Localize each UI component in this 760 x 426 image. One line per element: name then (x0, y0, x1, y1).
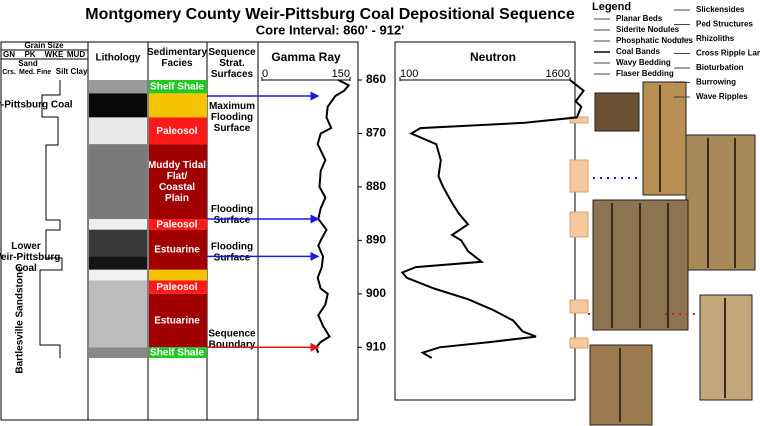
facies-block (149, 229, 207, 270)
label: Maximum Flooding Surface (209, 101, 255, 134)
header: GN (3, 50, 15, 59)
header: MUD (67, 50, 85, 59)
log-title: Gamma Ray (271, 50, 341, 64)
label: Paleosol (156, 219, 197, 230)
label: Estuarine (154, 244, 200, 255)
legend-item: Rhizoliths (696, 34, 735, 43)
label: Sequence Boundary (208, 328, 256, 350)
legend-item: Slickensides (696, 5, 745, 14)
lithology-bed (89, 280, 147, 348)
facies-block (149, 219, 207, 230)
facies-block (149, 280, 207, 294)
core-photos (589, 81, 756, 426)
lithology-bed (89, 80, 147, 94)
lithology-bed (89, 269, 147, 281)
legend-item: Ped Structures (696, 20, 753, 29)
depth-label: 900 (366, 286, 386, 300)
legend-item: Phosphatic Nodules (616, 36, 693, 45)
log-title: Neutron (470, 50, 516, 64)
facies-block (149, 269, 207, 281)
label: Muddy Tidal Flat/Coastal Plain (148, 160, 206, 204)
header: Clay (71, 67, 88, 76)
log-tick-label: 0 (262, 68, 268, 80)
lithology-bed (89, 144, 147, 219)
log-curve (314, 79, 351, 354)
legend-item: Bioturbation (696, 63, 744, 72)
log-tick-label: 1600 (546, 68, 570, 80)
facies-block (149, 80, 207, 94)
depth-label: 860 (366, 72, 386, 86)
legend-item: Burrowing (696, 78, 736, 87)
legend-item: Wavy Bedding (616, 58, 671, 67)
legend-item: Flaser Bedding (616, 69, 674, 78)
label: Flooding Surface (211, 241, 253, 263)
depth-label: 910 (366, 339, 386, 353)
core-links (588, 177, 700, 315)
header: WKE (45, 50, 64, 59)
label: Paleosol (156, 125, 197, 136)
header: Fine (37, 69, 51, 76)
header: Sand (18, 59, 38, 68)
lithology-bed (89, 256, 147, 270)
log-curve (400, 79, 585, 359)
sample-boxes (569, 116, 589, 349)
depth-label: 890 (366, 233, 386, 247)
lithology-bed (89, 93, 147, 118)
subtitle: Core Interval: 860' - 912' (256, 22, 405, 37)
label: Shelf Shale (150, 347, 204, 358)
unit: Weir-Pittsburg Coal (0, 100, 73, 111)
legend: Legend Planar Beds Siderite Nodules Phosph… (592, 1, 760, 101)
label: Estuarine (154, 315, 200, 326)
label: Shelf Shale (150, 81, 204, 92)
lithology-bed (89, 117, 147, 145)
label: Sequence Strat. Surfaces (208, 47, 256, 80)
facies-block (149, 93, 207, 118)
legend-item: Coal Bands (616, 47, 661, 56)
depth-label: 880 (366, 179, 386, 193)
title: Montgomery County Weir-Pittsburg Coal De… (85, 6, 575, 23)
legend-title: Legend (592, 1, 631, 13)
log-tick-label: 150 (332, 68, 350, 80)
header: Crs. (2, 69, 16, 76)
legend-item: Planar Beds (616, 14, 663, 23)
lithology-bed (89, 347, 147, 358)
lithology-bed (89, 229, 147, 257)
facies-block (149, 144, 207, 219)
facies-block (149, 117, 207, 145)
log-tick-label: 100 (400, 68, 418, 80)
legend-item: Siderite Nodules (616, 25, 680, 34)
grain-profile (39, 80, 63, 358)
legend-item: Wave Ripples (696, 92, 748, 101)
legend-item: Cross Ripple Lam. (696, 49, 760, 58)
frames (0, 41, 576, 421)
header: Lithology (96, 53, 141, 64)
facies-block (149, 293, 207, 348)
depth-label: 870 (366, 126, 386, 140)
header: PK (24, 50, 35, 59)
lithology-bed (89, 219, 147, 230)
header: Grain Size (24, 41, 64, 50)
label: Sedimentary Facies (147, 47, 207, 69)
label: Flooding Surface (211, 204, 253, 226)
header: Med. (19, 69, 35, 76)
facies-block (149, 347, 207, 358)
unit: Bartlesville Sandstone (15, 266, 26, 374)
label: Paleosol (156, 282, 197, 293)
header: Silt (56, 67, 69, 76)
